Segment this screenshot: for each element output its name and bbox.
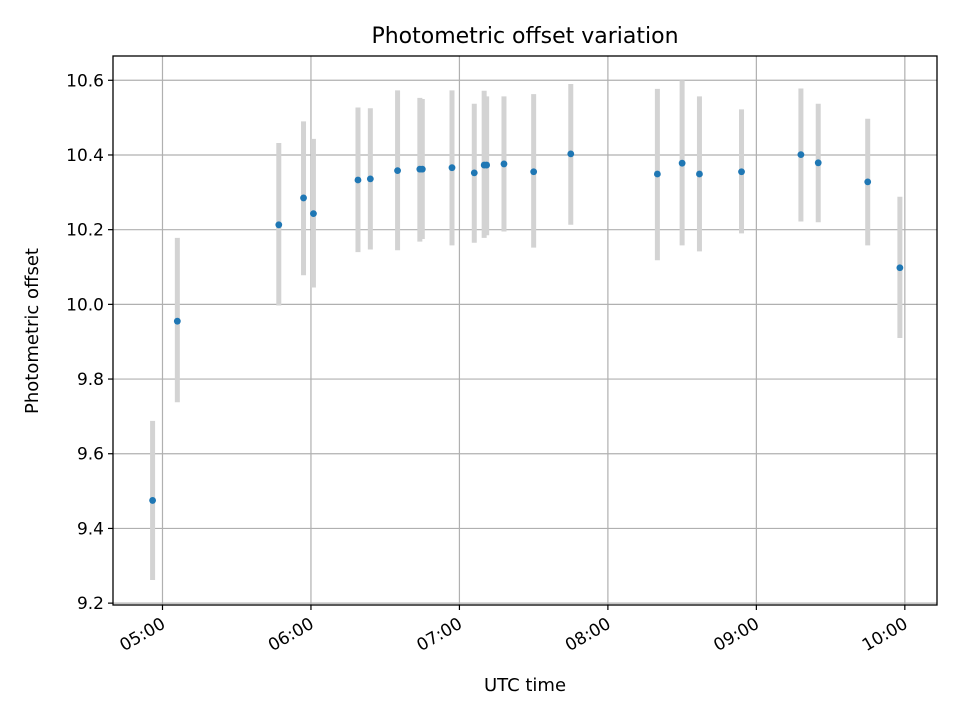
data-point [864, 178, 872, 186]
x-tick-label: 06:00 [265, 614, 317, 656]
y-axis-ticks: 9.2 9.4 9.6 9.8 10.0 10.2 10.4 10.6 [66, 71, 113, 614]
y-tick-label: 10.0 [66, 295, 104, 315]
y-tick-label: 9.4 [77, 519, 104, 539]
data-point [653, 170, 661, 178]
data-point [394, 167, 401, 175]
data-point [300, 194, 307, 202]
data-point [500, 160, 508, 168]
data-point [483, 161, 491, 169]
data-point [797, 151, 805, 158]
x-axis-label: UTC time [484, 675, 566, 696]
y-tick-label: 10.4 [66, 146, 104, 166]
data-point [470, 169, 478, 177]
data-point [149, 497, 156, 504]
y-tick-label: 9.6 [77, 445, 104, 465]
data-point [814, 159, 822, 167]
x-tick-label: 08:00 [562, 614, 614, 656]
data-point [275, 221, 283, 229]
y-tick-label: 9.8 [77, 370, 104, 390]
data-point [530, 168, 538, 176]
data-point [448, 164, 456, 172]
x-axis-ticks: 05:00 06:00 07:00 08:00 09:00 10:00 [117, 605, 911, 656]
data-points [149, 150, 904, 504]
plot-frame [112, 55, 938, 606]
data-point [418, 165, 426, 173]
data-point [738, 168, 745, 176]
data-point [310, 210, 317, 218]
data-point [354, 176, 362, 184]
data-point [896, 264, 904, 272]
data-point [173, 317, 181, 325]
data-point [567, 150, 575, 158]
data-point [366, 175, 374, 183]
x-tick-label: 07:00 [413, 614, 465, 656]
y-tick-label: 10.6 [66, 71, 104, 91]
y-tick-label: 10.2 [66, 221, 104, 241]
y-tick-label: 9.2 [77, 594, 104, 614]
chart-title: Photometric offset variation [371, 24, 678, 49]
y-axis-label: Photometric offset [22, 248, 43, 414]
x-tick-label: 09:00 [710, 614, 762, 656]
plot-background [113, 56, 937, 605]
x-tick-label: 05:00 [117, 614, 169, 656]
data-point [678, 159, 686, 167]
data-point [696, 170, 703, 178]
x-tick-label: 10:00 [859, 614, 911, 656]
